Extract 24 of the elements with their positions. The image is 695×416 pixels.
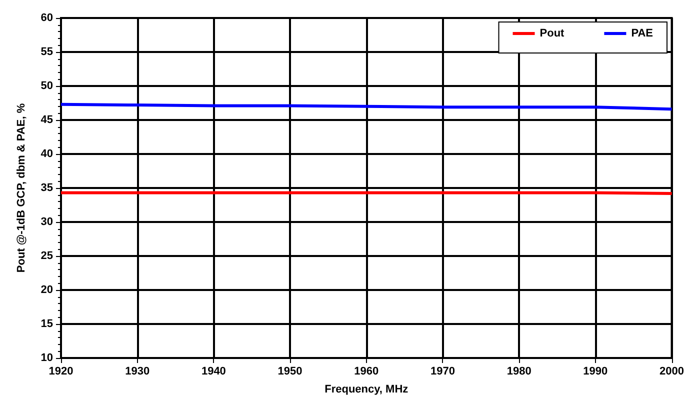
y-tick-label: 45: [40, 114, 53, 126]
y-tick-label: 20: [40, 284, 53, 296]
y-tick-label: 55: [40, 46, 53, 58]
x-tick-label: 1920: [48, 366, 74, 378]
x-tick-label: 2000: [660, 366, 684, 378]
legend-label: Pout: [540, 28, 565, 40]
legend-label: PAE: [631, 28, 654, 40]
x-tick-label: 1980: [506, 366, 532, 378]
x-tick-label: 1970: [430, 366, 455, 378]
x-axis-title: Frequency, MHz: [324, 384, 409, 396]
x-tick-label: 1960: [354, 366, 379, 378]
y-tick-label: 25: [40, 250, 53, 262]
y-tick-label: 10: [40, 352, 53, 364]
y-tick-label: 40: [40, 148, 53, 160]
x-tick-label: 1940: [201, 366, 226, 378]
y-tick-label: 35: [40, 182, 53, 194]
y-tick-label: 15: [40, 318, 53, 330]
y-tick-label: 30: [40, 216, 53, 228]
y-tick-label: 50: [40, 80, 53, 92]
x-tick-label: 1990: [583, 366, 608, 378]
x-tick-label: 1950: [278, 366, 302, 378]
y-axis-title: Pout @-1dB GCP, dbm & PAE, %: [16, 103, 28, 273]
x-tick-label: 1930: [125, 366, 150, 378]
y-tick-label: 60: [40, 12, 53, 24]
